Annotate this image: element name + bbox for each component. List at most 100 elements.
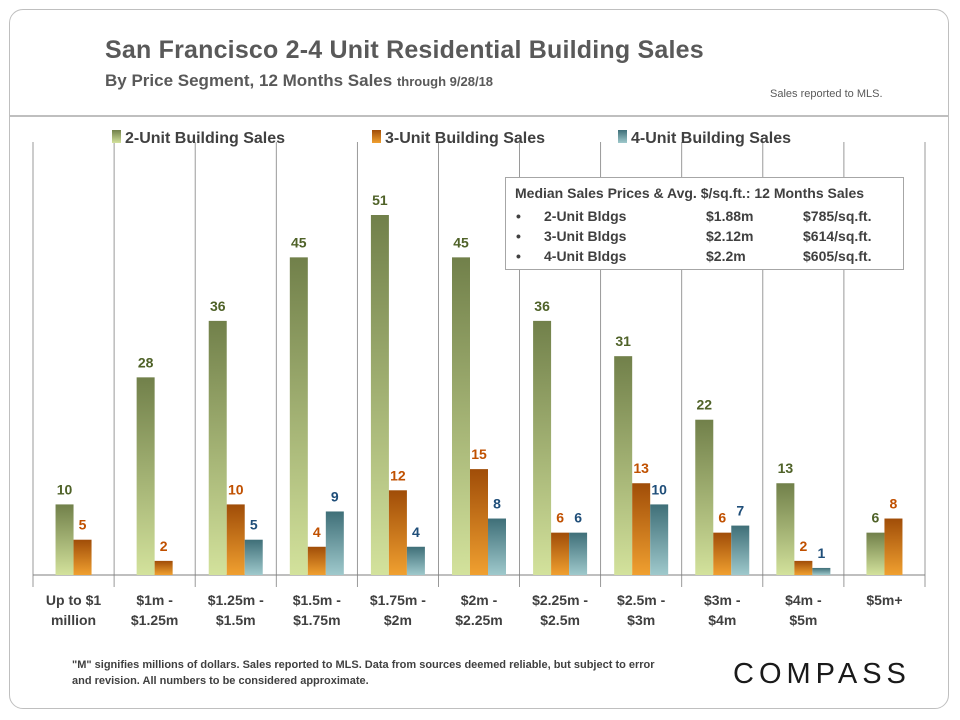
data-label: 5 [79, 517, 87, 533]
info-bullet: • [516, 208, 521, 224]
bar-series-4-unit [650, 504, 669, 575]
data-label: 10 [228, 481, 244, 497]
info-box-title: Median Sales Prices & Avg. $/sq.ft.: 12 … [515, 185, 865, 201]
info-row-4-unit: • 4-Unit Bldgs $2.2m $605/sq.ft. [506, 248, 905, 268]
data-label: 10 [57, 481, 73, 497]
data-label: 13 [633, 460, 649, 476]
bar-series-3-unit [307, 546, 326, 575]
bar-series-4-unit [325, 511, 344, 575]
data-label: 22 [696, 397, 712, 413]
subtitle-main: By Price Segment, 12 Months Sales [105, 71, 393, 90]
data-label: 28 [138, 354, 154, 370]
info-row-3-unit: • 3-Unit Bldgs $2.12m $614/sq.ft. [506, 228, 905, 248]
data-label: 5 [250, 517, 258, 533]
bar-series-2-unit [136, 377, 155, 575]
x-tick-label: $1.5m [216, 612, 256, 628]
data-label: 1 [817, 545, 825, 561]
bar-series-2-unit [452, 257, 470, 575]
footnote: "M" signifies millions of dollars. Sales… [72, 659, 655, 687]
info-name: 3-Unit Bldgs [544, 228, 627, 244]
data-label: 7 [736, 503, 744, 519]
slide-frame [9, 9, 949, 709]
info-price: $2.2m [706, 248, 746, 264]
x-tick-label: Up to $1 [46, 592, 101, 608]
data-label: 36 [534, 298, 550, 314]
data-label: 2 [160, 538, 168, 554]
data-label: 12 [390, 467, 406, 483]
bar-series-2-unit [55, 504, 74, 575]
compass-logo: COMPASS [733, 658, 911, 690]
x-tick-label: million [51, 612, 96, 628]
x-tick-label: $1.75m - [370, 592, 426, 608]
x-tick-label: $2.25m - [532, 592, 588, 608]
chart-title: San Francisco 2-4 Unit Residential Build… [105, 36, 704, 64]
legend-swatch [372, 130, 381, 143]
info-psf: $614/sq.ft. [803, 228, 872, 244]
data-label: 6 [556, 510, 564, 526]
data-label: 4 [412, 524, 420, 540]
bar-series-3-unit [73, 539, 92, 575]
bar-series-2-unit [289, 257, 308, 575]
bar-series-3-unit [551, 532, 570, 575]
data-label: 13 [778, 460, 794, 476]
info-psf: $785/sq.ft. [803, 208, 872, 224]
info-psf: $605/sq.ft. [803, 248, 872, 264]
bar-series-2-unit [370, 215, 389, 575]
bar-series-3-unit [713, 532, 732, 575]
bar-series-4-unit [488, 518, 506, 575]
x-tick-label: $4m [708, 612, 736, 628]
bar-series-3-unit [632, 483, 651, 575]
chart-subtitle: By Price Segment, 12 Months Sales throug… [105, 71, 493, 91]
data-label: 6 [718, 510, 726, 526]
bar-series-2-unit [776, 483, 795, 575]
legend-label: 2-Unit Building Sales [125, 130, 285, 147]
x-tick-label: $1.75m [293, 612, 340, 628]
data-label: 4 [313, 524, 321, 540]
header-divider [10, 115, 948, 117]
x-tick-label: $2.5m - [617, 592, 666, 608]
bar-series-3-unit [226, 504, 245, 575]
info-bullet: • [516, 228, 521, 244]
x-tick-label: $1.5m - [293, 592, 342, 608]
legend-swatch [112, 130, 121, 143]
bar-series-3-unit [884, 518, 903, 575]
data-label: 15 [471, 446, 487, 462]
data-label: 6 [574, 510, 582, 526]
x-tick-label: $2.5m [540, 612, 580, 628]
bar-series-2-unit [866, 532, 885, 575]
data-label: 45 [291, 234, 307, 250]
data-label: 2 [799, 538, 807, 554]
data-label: 36 [210, 298, 226, 314]
bar-series-4-unit [406, 546, 425, 575]
bar-series-4-unit [731, 525, 750, 575]
x-tick-label: $2m - [461, 592, 498, 608]
data-label: 51 [372, 192, 388, 208]
bar-series-2-unit [614, 356, 633, 575]
bar-series-4-unit [812, 567, 831, 575]
data-label: 9 [331, 488, 339, 504]
x-tick-label: $5m [789, 612, 817, 628]
bar-series-4-unit [244, 539, 263, 575]
x-tick-label: $2.25m [455, 612, 502, 628]
data-label: 8 [890, 496, 898, 512]
bar-series-3-unit [470, 469, 488, 575]
x-tick-label: $1m - [136, 592, 173, 608]
bar-series-2-unit [695, 419, 714, 575]
info-name: 4-Unit Bldgs [544, 248, 627, 264]
data-label: 8 [493, 496, 501, 512]
bar-series-3-unit [388, 490, 407, 575]
data-label: 31 [615, 333, 631, 349]
x-tick-label: $1.25m - [208, 592, 264, 608]
x-tick-label: $3m [627, 612, 655, 628]
x-tick-label: $5m+ [866, 592, 902, 608]
bar-series-2-unit [533, 320, 552, 575]
info-price: $1.88m [706, 208, 754, 224]
bar-series-3-unit [794, 560, 813, 575]
subtitle-date: through 9/28/18 [396, 74, 494, 89]
data-label: 45 [453, 234, 469, 250]
legend-swatch [618, 130, 627, 143]
info-name: 2-Unit Bldgs [544, 208, 627, 224]
x-tick-label: $4m - [785, 592, 822, 608]
median-prices-box: Median Sales Prices & Avg. $/sq.ft.: 12 … [505, 177, 904, 270]
